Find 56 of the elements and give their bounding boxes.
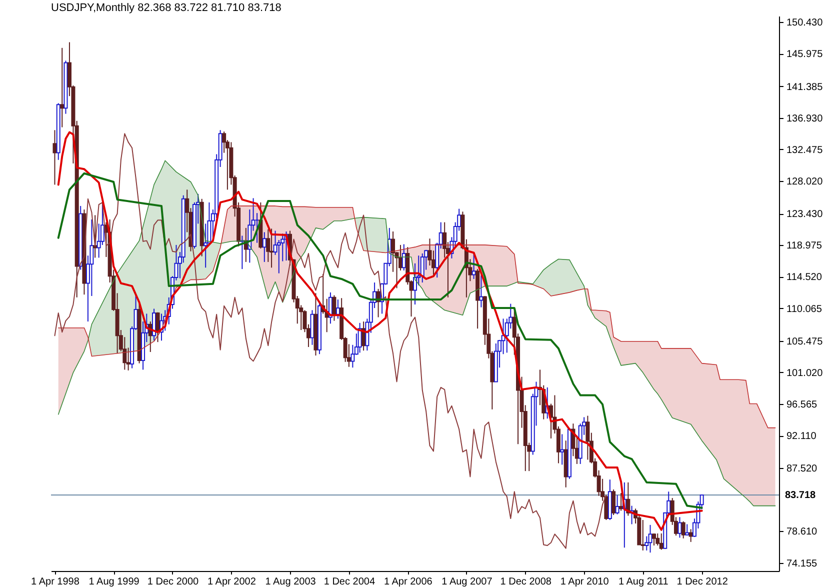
candlestick [560, 434, 564, 466]
y-tick-label: 78.610 [786, 526, 818, 538]
chart-title: USDJPY,Monthly 82.368 83.722 81.710 83.718 [51, 2, 282, 14]
candlestick [640, 519, 645, 551]
x-tick-label: 1 Apr 2006 [384, 576, 433, 588]
y-tick-label: 123.430 [786, 209, 824, 220]
candlestick [391, 230, 396, 272]
candlestick [659, 532, 664, 550]
x-tick-label: 1 Apr 2010 [560, 576, 610, 588]
candlestick [619, 492, 624, 512]
x-tick-label: 1 Aug 2011 [618, 576, 669, 588]
x-tick-label: 1 Apr 2002 [208, 576, 256, 588]
line-series [54, 133, 607, 549]
candlestick [681, 520, 686, 539]
y-tick-label: 150.430 [786, 18, 824, 29]
candlestick [656, 532, 660, 546]
y-tick-label: 136.930 [786, 113, 824, 124]
x-tick-label: 1 Aug 2007 [442, 576, 493, 588]
y-tick-label: 92.110 [786, 431, 817, 442]
candlestick [615, 494, 620, 515]
candlestick [612, 488, 616, 516]
candlestick [52, 130, 57, 186]
y-tick-label: 141.385 [786, 82, 824, 93]
candlestick [652, 532, 656, 546]
y-tick-label: 87.520 [786, 464, 818, 475]
candlestick [262, 232, 266, 262]
y-tick-label: 128.020 [786, 176, 824, 188]
line-series [57, 131, 703, 531]
candlestick [678, 516, 682, 538]
y-tick-label: 114.520 [786, 272, 822, 284]
x-tick-label: 1 Dec 2008 [500, 576, 552, 588]
candlestick [152, 308, 156, 342]
candlestick [648, 524, 652, 554]
y-tick-label: 101.020 [786, 368, 824, 379]
y-tick-label: 74.155 [786, 558, 818, 570]
candlestick [688, 528, 693, 542]
ref-line-label: 83.718 [785, 490, 816, 502]
y-tick-label: 132.475 [786, 144, 824, 156]
candlestick [270, 228, 274, 268]
y-tick-label: 110.065 [786, 304, 822, 315]
x-tick-label: 1 Apr 1998 [31, 576, 80, 588]
y-tick-label: 118.975 [786, 240, 822, 252]
line-series [58, 206, 776, 428]
x-tick-label: 1 Dec 2000 [147, 576, 199, 588]
y-tick-label: 145.975 [786, 49, 824, 60]
candlestick [332, 294, 336, 322]
candlestick [586, 415, 590, 460]
y-tick-label: 96.565 [786, 399, 818, 410]
candlestick [60, 47, 64, 128]
candlestick [479, 274, 484, 308]
x-tick-label: 1 Dec 2004 [324, 576, 376, 588]
x-tick-label: 1 Aug 1999 [88, 576, 140, 588]
candlestick [420, 252, 424, 284]
y-tick-label: 105.475 [786, 336, 824, 348]
x-tick-label: 1 Aug 2003 [265, 576, 316, 588]
x-tick-label: 1 Dec 2012 [676, 576, 728, 588]
